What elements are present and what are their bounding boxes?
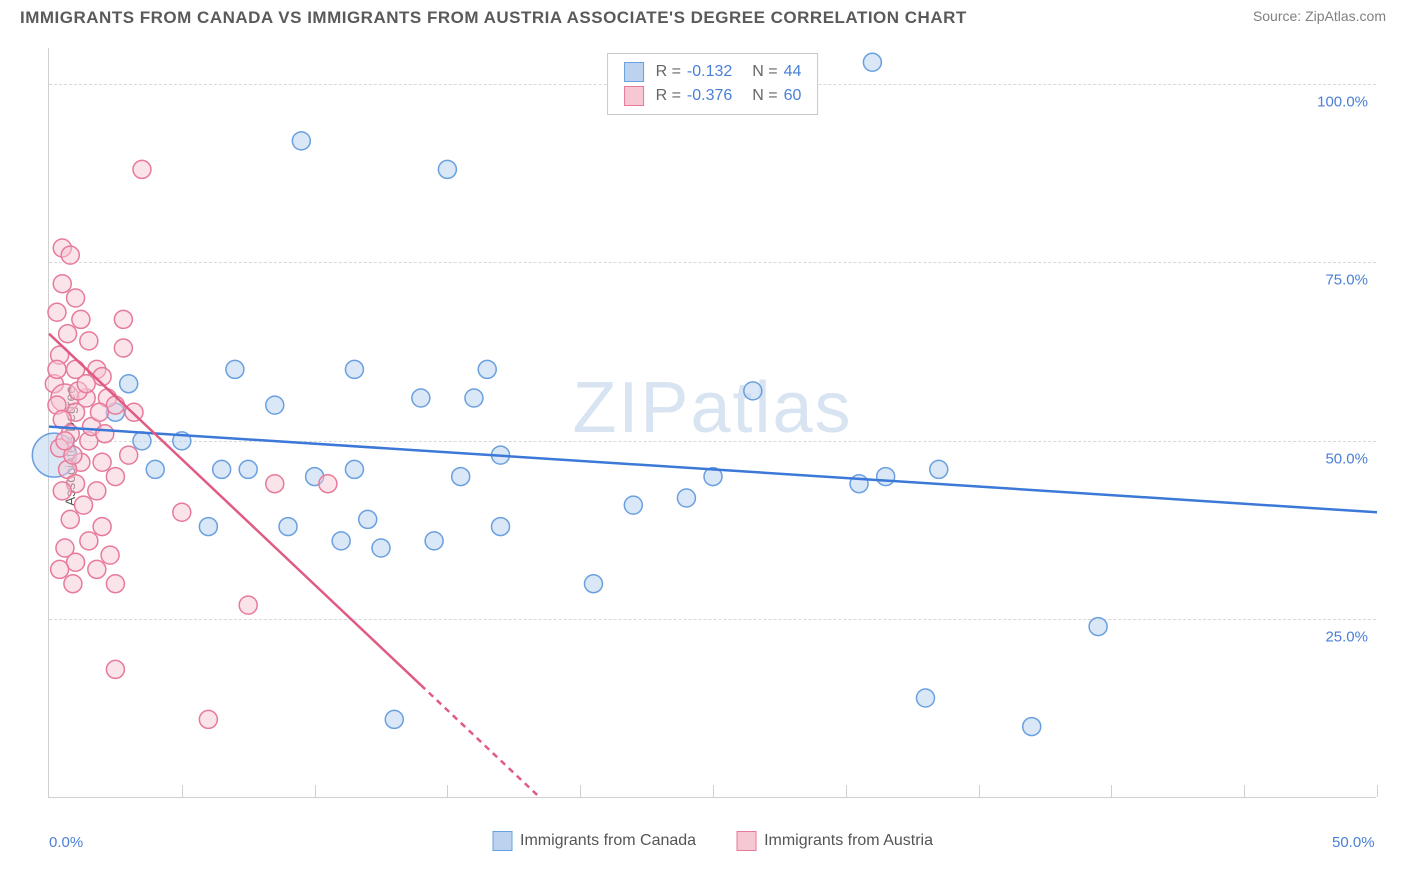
n-label: N = [752, 87, 777, 105]
data-point [106, 660, 124, 678]
data-point [48, 303, 66, 321]
data-point [266, 475, 284, 493]
swatch-austria [624, 86, 644, 106]
data-point [385, 710, 403, 728]
data-point [916, 689, 934, 707]
data-point [101, 546, 119, 564]
legend: Immigrants from Canada Immigrants from A… [492, 831, 933, 851]
r-label: R = [656, 87, 681, 105]
corr-row-austria: R = -0.376 N = 60 [624, 84, 802, 108]
data-point [584, 575, 602, 593]
data-point [279, 518, 297, 536]
data-point [412, 389, 430, 407]
data-point [425, 532, 443, 550]
data-point [61, 246, 79, 264]
n-value-austria: 60 [784, 87, 802, 105]
data-point [345, 460, 363, 478]
data-point [88, 482, 106, 500]
data-point [213, 460, 231, 478]
data-point [53, 275, 71, 293]
data-point [266, 396, 284, 414]
data-point [332, 532, 350, 550]
data-point [48, 360, 66, 378]
data-point [199, 710, 217, 728]
source-label: Source: ZipAtlas.com [1253, 8, 1386, 24]
data-point [863, 53, 881, 71]
trend-line-dashed [421, 685, 541, 798]
trend-line [49, 334, 421, 685]
data-point [465, 389, 483, 407]
data-point [478, 360, 496, 378]
chart-header: IMMIGRANTS FROM CANADA VS IMMIGRANTS FRO… [0, 0, 1406, 32]
data-point [72, 310, 90, 328]
legend-label-austria: Immigrants from Austria [764, 832, 933, 850]
data-point [677, 489, 695, 507]
data-point [133, 432, 151, 450]
data-point [372, 539, 390, 557]
data-point [173, 503, 191, 521]
data-point [492, 518, 510, 536]
data-point [239, 460, 257, 478]
data-point [744, 382, 762, 400]
data-point [93, 453, 111, 471]
r-value-canada: -0.132 [687, 63, 732, 81]
data-point [146, 460, 164, 478]
data-point [96, 425, 114, 443]
legend-item-austria: Immigrants from Austria [736, 831, 933, 851]
legend-label-canada: Immigrants from Canada [520, 832, 696, 850]
data-point [930, 460, 948, 478]
corr-row-canada: R = -0.132 N = 44 [624, 60, 802, 84]
data-point [359, 510, 377, 528]
data-point [319, 475, 337, 493]
data-point [56, 432, 74, 450]
data-point [114, 339, 132, 357]
data-point [106, 575, 124, 593]
data-point [452, 468, 470, 486]
data-point [114, 310, 132, 328]
x-tick-label: 0.0% [49, 834, 83, 851]
legend-swatch-austria [736, 831, 756, 851]
n-label: N = [752, 63, 777, 81]
data-point [239, 596, 257, 614]
data-point [64, 575, 82, 593]
legend-item-canada: Immigrants from Canada [492, 831, 696, 851]
swatch-canada [624, 62, 644, 82]
data-point [80, 532, 98, 550]
data-point [80, 332, 98, 350]
data-point [75, 496, 93, 514]
data-point [93, 518, 111, 536]
correlation-box: R = -0.132 N = 44 R = -0.376 N = 60 [607, 53, 819, 115]
scatter-plot-svg [49, 48, 1376, 797]
data-point [51, 560, 69, 578]
data-point [226, 360, 244, 378]
data-point [133, 160, 151, 178]
n-value-canada: 44 [784, 63, 802, 81]
data-point [1023, 718, 1041, 736]
data-point [61, 510, 79, 528]
chart-title: IMMIGRANTS FROM CANADA VS IMMIGRANTS FRO… [20, 8, 967, 28]
data-point [345, 360, 363, 378]
data-point [877, 468, 895, 486]
data-point [88, 560, 106, 578]
data-point [438, 160, 456, 178]
data-point [120, 446, 138, 464]
data-point [77, 375, 95, 393]
data-point [120, 375, 138, 393]
data-point [67, 289, 85, 307]
data-point [292, 132, 310, 150]
data-point [90, 403, 108, 421]
r-value-austria: -0.376 [687, 87, 732, 105]
data-point [106, 468, 124, 486]
data-point [199, 518, 217, 536]
r-label: R = [656, 63, 681, 81]
data-point [1089, 618, 1107, 636]
data-point [59, 325, 77, 343]
x-tick-label: 50.0% [1332, 834, 1375, 851]
chart-plot-area: ZIPatlas 25.0%50.0%75.0%100.0% R = -0.13… [48, 48, 1376, 798]
data-point [624, 496, 642, 514]
data-point [53, 482, 71, 500]
legend-swatch-canada [492, 831, 512, 851]
